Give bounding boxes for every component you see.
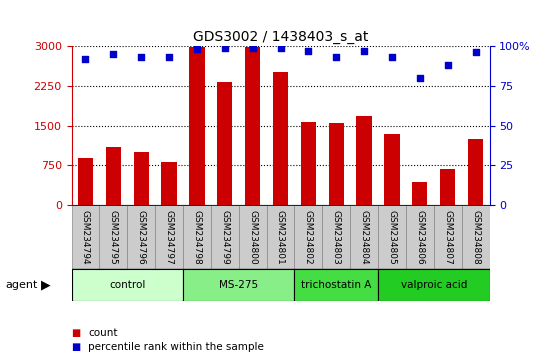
Bar <box>245 47 260 205</box>
Point <box>443 62 452 68</box>
Bar <box>356 116 372 205</box>
Point <box>304 48 313 53</box>
Bar <box>183 205 211 269</box>
Text: GSM234801: GSM234801 <box>276 210 285 265</box>
Bar <box>440 169 455 205</box>
Text: GSM234806: GSM234806 <box>415 210 425 265</box>
Text: GSM234797: GSM234797 <box>164 210 174 265</box>
Bar <box>294 269 378 301</box>
Bar <box>72 269 183 301</box>
Bar <box>183 269 294 301</box>
Text: GSM234798: GSM234798 <box>192 210 201 265</box>
Bar <box>412 183 427 205</box>
Bar <box>273 72 288 205</box>
Bar <box>127 205 155 269</box>
Bar <box>294 205 322 269</box>
Point <box>81 56 90 62</box>
Text: ■: ■ <box>72 342 81 352</box>
Bar <box>350 205 378 269</box>
Bar <box>239 205 267 269</box>
Text: ■: ■ <box>72 328 81 338</box>
Bar <box>217 82 233 205</box>
Text: ▶: ▶ <box>41 279 51 291</box>
Bar <box>155 205 183 269</box>
Bar <box>328 123 344 205</box>
Bar <box>378 269 490 301</box>
Bar <box>106 147 121 205</box>
Bar <box>301 122 316 205</box>
Text: valproic acid: valproic acid <box>400 280 467 290</box>
Bar <box>134 152 149 205</box>
Point <box>109 51 118 57</box>
Bar <box>78 158 93 205</box>
Point <box>471 50 480 55</box>
Text: GSM234804: GSM234804 <box>360 210 368 265</box>
Point <box>221 45 229 50</box>
Bar <box>461 205 490 269</box>
Point <box>388 54 397 60</box>
Bar <box>406 205 434 269</box>
Bar <box>434 205 461 269</box>
Point <box>164 54 173 60</box>
Text: control: control <box>109 280 145 290</box>
Bar <box>211 205 239 269</box>
Text: GSM234802: GSM234802 <box>304 210 313 265</box>
Text: MS-275: MS-275 <box>219 280 258 290</box>
Point <box>276 45 285 50</box>
Text: GSM234794: GSM234794 <box>81 210 90 265</box>
Bar <box>189 47 205 205</box>
Bar <box>161 162 177 205</box>
Bar <box>100 205 127 269</box>
Bar <box>384 133 400 205</box>
Text: GSM234803: GSM234803 <box>332 210 341 265</box>
Point <box>360 48 368 53</box>
Point <box>415 75 424 81</box>
Text: trichostatin A: trichostatin A <box>301 280 371 290</box>
Bar <box>322 205 350 269</box>
Point <box>248 45 257 50</box>
Bar <box>72 205 100 269</box>
Text: GSM234800: GSM234800 <box>248 210 257 265</box>
Point <box>192 46 201 52</box>
Bar <box>468 139 483 205</box>
Text: GSM234799: GSM234799 <box>220 210 229 265</box>
Point <box>137 54 146 60</box>
Bar <box>378 205 406 269</box>
Point <box>332 54 340 60</box>
Text: percentile rank within the sample: percentile rank within the sample <box>88 342 264 352</box>
Text: GSM234808: GSM234808 <box>471 210 480 265</box>
Bar <box>267 205 294 269</box>
Text: count: count <box>88 328 118 338</box>
Text: agent: agent <box>6 280 38 290</box>
Title: GDS3002 / 1438403_s_at: GDS3002 / 1438403_s_at <box>193 30 368 44</box>
Text: GSM234795: GSM234795 <box>109 210 118 265</box>
Text: GSM234805: GSM234805 <box>387 210 397 265</box>
Text: GSM234807: GSM234807 <box>443 210 452 265</box>
Text: GSM234796: GSM234796 <box>136 210 146 265</box>
